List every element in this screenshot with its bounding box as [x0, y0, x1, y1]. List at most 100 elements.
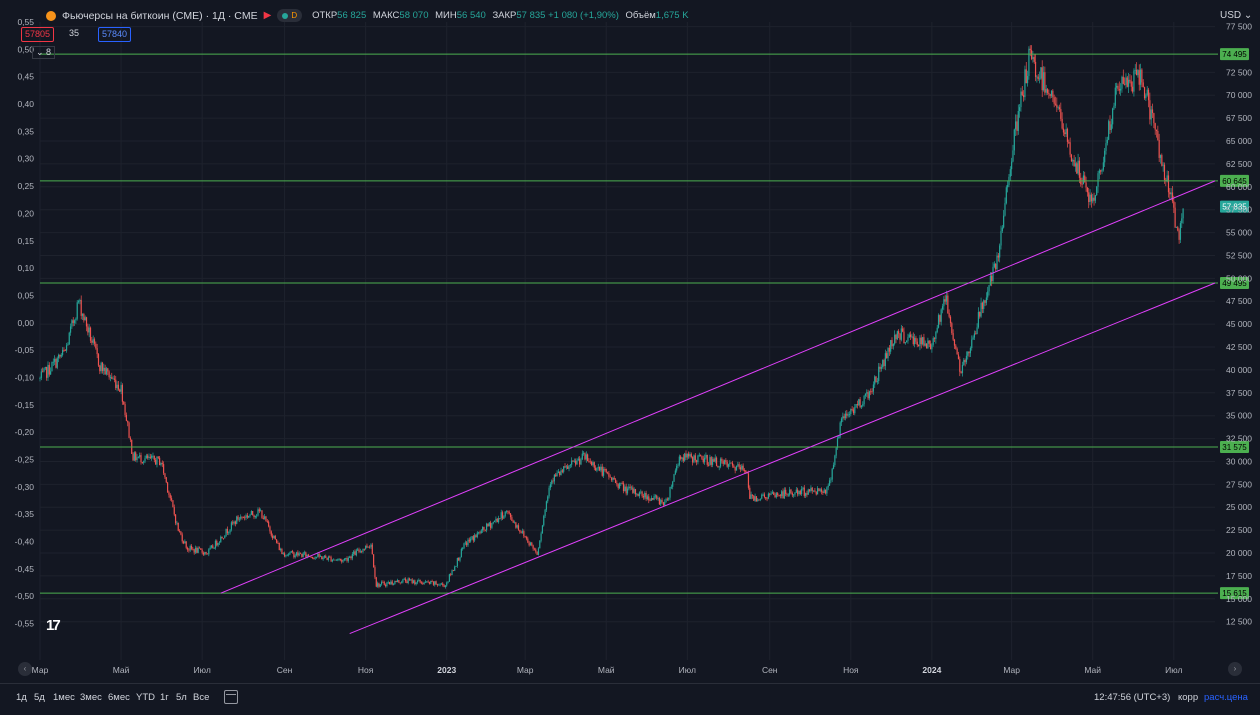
- candle-body: [860, 405, 863, 408]
- calendar-icon[interactable]: [224, 690, 238, 704]
- candle-body: [932, 338, 934, 345]
- timeframe-1y[interactable]: 1г: [160, 692, 169, 703]
- candle-body: [696, 460, 698, 463]
- candle-body: [260, 510, 262, 512]
- candle-body: [1102, 162, 1104, 170]
- symbol-title[interactable]: Фьючерсы на биткоин (CME) · 1Д · CME: [62, 9, 258, 22]
- candle-body: [253, 514, 255, 518]
- candle-body: [891, 340, 893, 347]
- scroll-right-icon[interactable]: ›: [1228, 662, 1242, 676]
- candle-body: [489, 522, 492, 528]
- right-axis-tick: 52 500: [1226, 250, 1252, 260]
- candle-body: [771, 492, 773, 494]
- scroll-left-icon[interactable]: ‹: [18, 662, 32, 676]
- currency-selector[interactable]: USD ⌄: [1220, 10, 1253, 21]
- candle-body: [808, 489, 811, 492]
- right-axis-tick: 22 500: [1226, 525, 1252, 535]
- settlement-price-toggle[interactable]: расч.цена: [1204, 692, 1248, 703]
- candle-body: [981, 302, 983, 309]
- candle-body: [770, 493, 772, 495]
- candle-body: [509, 513, 512, 518]
- candle-body: [650, 497, 653, 501]
- candle-body: [237, 516, 239, 520]
- candle-body: [1159, 155, 1162, 158]
- candle-body: [666, 498, 668, 500]
- candle-body: [1001, 227, 1003, 232]
- timeframe-3m[interactable]: 3мес: [80, 692, 102, 703]
- candle-body: [159, 457, 161, 466]
- candle-body: [948, 313, 950, 317]
- axes: 77 500 72 500 70 000 67 500 65 000 62 500 60 0…: [15, 17, 1253, 675]
- candle-body: [439, 584, 441, 586]
- candle-body: [882, 359, 884, 367]
- horizontal-levels[interactable]: 74 495 60 645 49 495 31 575 15 615 57 835: [40, 48, 1249, 600]
- candle-body: [200, 548, 202, 550]
- candle-body: [872, 384, 874, 392]
- candle-body: [1175, 227, 1178, 228]
- timeframe-6m[interactable]: 6мес: [108, 692, 130, 703]
- clock[interactable]: 12:47:56 (UTC+3): [1094, 692, 1171, 703]
- left-axis-tick: 0,40: [17, 99, 34, 109]
- candle-body: [88, 327, 90, 333]
- candle-body: [342, 560, 344, 562]
- flag-icon[interactable]: ▶: [263, 10, 272, 21]
- candle-body: [1029, 48, 1031, 51]
- candle-body: [953, 339, 956, 346]
- candle-body: [1157, 130, 1159, 140]
- candle-body: [859, 399, 861, 408]
- candle-body: [233, 521, 235, 524]
- candle-body: [499, 518, 501, 520]
- candle-body: [378, 583, 380, 587]
- candle-body: [101, 362, 104, 371]
- candle-body: [883, 359, 885, 367]
- sell-price-button[interactable]: 57805: [21, 27, 55, 42]
- timeframe-5d[interactable]: 5д: [34, 692, 45, 703]
- candle-body: [1084, 175, 1086, 183]
- candle-body: [192, 548, 194, 550]
- x-axis-tick: Май: [113, 665, 130, 675]
- candle-body: [912, 336, 914, 345]
- left-axis-tick: 0,10: [17, 263, 34, 273]
- candle-body: [396, 580, 399, 583]
- candle-body: [999, 245, 1001, 258]
- candle-body: [874, 376, 876, 385]
- timeframe-all[interactable]: Все: [193, 692, 210, 703]
- timeframe-1d[interactable]: 1д: [16, 692, 27, 703]
- right-axis-tick: 25 000: [1226, 502, 1252, 512]
- trend-channel[interactable]: [220, 180, 1216, 635]
- timeframe-1m[interactable]: 1мес: [53, 692, 75, 703]
- left-axis-tick: 0,35: [17, 126, 34, 136]
- market-status-chip[interactable]: D: [277, 9, 303, 22]
- right-axis-tick: 47 500: [1226, 296, 1252, 306]
- candle-body: [286, 554, 288, 556]
- candle-body: [917, 345, 920, 347]
- candle-body: [689, 454, 691, 457]
- candle-body: [537, 548, 540, 555]
- candle-body: [1149, 100, 1151, 120]
- candle-body: [521, 531, 524, 533]
- candle-body: [64, 350, 66, 351]
- timeframe-5y[interactable]: 5л: [176, 692, 187, 703]
- adjustment-toggle[interactable]: корр: [1178, 692, 1199, 703]
- candle-body: [58, 354, 60, 359]
- candle-body: [60, 354, 62, 357]
- candle-body: [896, 331, 898, 340]
- timeframe-ytd[interactable]: YTD: [136, 692, 155, 703]
- buy-price-button[interactable]: 57840: [98, 27, 132, 42]
- indicators-toggle[interactable]: ⌄ 8: [32, 46, 56, 59]
- candle-body: [128, 422, 130, 438]
- candle-body: [206, 553, 209, 555]
- candle-body: [630, 487, 633, 489]
- candle-body: [963, 359, 965, 365]
- candle-body: [403, 578, 405, 580]
- candle-body: [1104, 150, 1106, 163]
- right-axis-tick: 50 000: [1226, 273, 1252, 283]
- candle-body: [508, 511, 510, 514]
- candle-body: [700, 454, 702, 456]
- tradingview-logo[interactable]: 17: [46, 617, 61, 634]
- candle-body: [54, 359, 56, 362]
- candle-body: [810, 487, 812, 492]
- current-price-tag: [1220, 200, 1249, 213]
- candle-body: [987, 291, 989, 298]
